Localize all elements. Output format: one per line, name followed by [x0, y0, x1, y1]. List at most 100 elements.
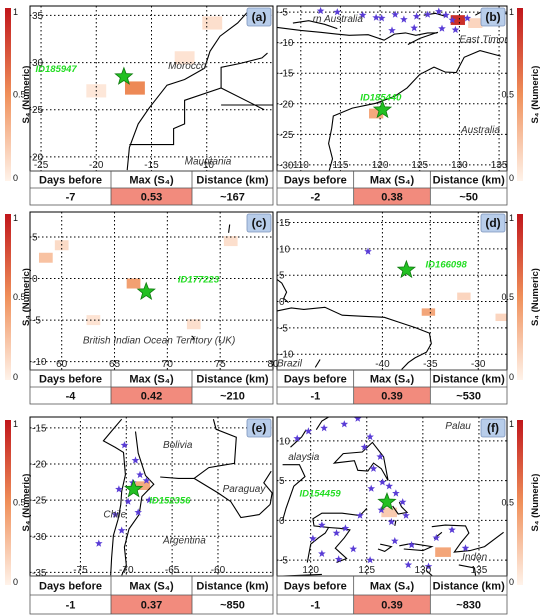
y-tick-label: -30	[279, 160, 294, 171]
small-star-marker	[402, 511, 410, 519]
panel-label: (c)	[252, 216, 267, 230]
max-s4-cell-bg	[111, 387, 192, 404]
colorbar-tick: 0	[13, 372, 18, 382]
x-tick-label: -60	[211, 565, 226, 576]
table-header: Days before	[284, 581, 347, 593]
colorbar-gradient	[5, 214, 11, 380]
colorbar-label: S₄ (Numeric)	[21, 268, 32, 326]
coastline	[292, 20, 338, 30]
small-star-marker	[391, 10, 399, 18]
small-star-marker	[293, 434, 301, 442]
panel-c: British Indian Ocean Territory (UK) ID177…	[5, 211, 279, 405]
y-tick-label: 10	[279, 436, 291, 447]
table-header: Days before	[284, 374, 347, 386]
table-header: Distance (km)	[433, 581, 505, 593]
table-cell-distance: ~850	[220, 600, 245, 612]
small-star-marker	[366, 432, 374, 441]
place-label: Morocco	[168, 61, 207, 72]
small-star-marker	[358, 11, 367, 19]
small-star-marker	[366, 556, 374, 564]
place-label: Mauritania	[185, 156, 232, 167]
x-tick-label: -25	[34, 160, 49, 171]
small-star-marker	[377, 14, 386, 22]
x-tick-label: 75	[215, 359, 227, 370]
small-star-marker	[448, 525, 456, 534]
small-star-marker	[423, 10, 432, 18]
colorbar-tick: 0	[13, 173, 18, 183]
earthquake-star	[396, 259, 416, 279]
colorbar: 1 0.5 0 S₄ (Numeric)	[5, 419, 32, 587]
small-star-marker	[124, 497, 132, 505]
y-tick-label: -5	[279, 556, 288, 567]
place-label: Indon	[462, 552, 487, 563]
y-tick-label: -20	[279, 99, 294, 110]
colorbar-label: S₄ (Numeric)	[530, 474, 541, 532]
coastline	[394, 520, 397, 527]
panel-label: (b)	[485, 10, 500, 24]
x-tick-label: 135	[491, 160, 508, 171]
colorbar-tick: 0	[509, 372, 514, 382]
colorbar-tick: 1	[509, 7, 514, 17]
x-tick-label: 110	[293, 160, 309, 171]
small-star-marker	[385, 482, 393, 490]
table-header: Max (S₄)	[129, 581, 174, 593]
table-cell-max-s4: 0.37	[141, 600, 162, 612]
s4-cell	[86, 315, 101, 326]
y-tick-label: 0	[32, 274, 38, 285]
small-star-marker	[341, 524, 350, 532]
s4-cell	[450, 15, 465, 25]
colorbar-gradient	[5, 420, 11, 585]
x-tick-label: 130	[415, 565, 432, 576]
colorbar-label: S₄ (Numeric)	[530, 66, 541, 124]
x-tick-label: 125	[358, 565, 375, 576]
y-tick-label: -15	[279, 69, 294, 80]
colorbar: 1 0.5 0 S₄ (Numeric)	[501, 419, 541, 587]
stats-table: Days before Max (S₄) Distance (km) -4 0.42 ~2…	[29, 369, 274, 405]
table-cell-days-before: -1	[66, 600, 76, 612]
y-tick-label: 5	[279, 271, 285, 282]
panel-b: rn Australia East Timor Australia ID185440 1…	[276, 5, 541, 206]
y-tick-label: -30	[32, 532, 47, 543]
earthquake-star	[124, 479, 144, 498]
table-cell-max-s4: 0.53	[141, 192, 162, 204]
s4-cell	[495, 313, 507, 322]
y-tick-label: -10	[279, 38, 294, 49]
place-label: Brazil	[277, 358, 303, 369]
table-cell-distance: ~530	[456, 391, 481, 403]
colorbar-label: S₄ (Numeric)	[530, 268, 541, 326]
table-cell-distance: ~167	[220, 192, 245, 204]
y-tick-label: -5	[279, 8, 288, 19]
coastline	[407, 31, 439, 45]
y-tick-label: 25	[32, 105, 44, 116]
table-header: Distance (km)	[433, 374, 505, 386]
y-tick-label: -15	[32, 423, 47, 434]
y-tick-label: 15	[279, 218, 291, 229]
y-tick-label: 5	[279, 476, 285, 487]
x-tick-label: -30	[471, 359, 486, 370]
s4-cell	[369, 108, 384, 119]
small-star-marker	[387, 517, 396, 526]
x-tick-label: 120	[302, 565, 319, 576]
small-star-marker	[438, 24, 446, 32]
max-s4-cell-bg	[111, 595, 192, 614]
map-background	[277, 6, 507, 171]
coastline	[306, 508, 368, 563]
small-star-marker	[131, 456, 140, 464]
y-tick-label: 20	[32, 152, 44, 163]
x-tick-label: -15	[144, 160, 159, 171]
table-header: Distance (km)	[433, 175, 505, 187]
colorbar-gradient	[517, 420, 523, 585]
small-star-marker	[356, 511, 364, 519]
panel-label-box	[480, 418, 506, 438]
max-s4-cell-bg	[353, 595, 431, 614]
coastline	[193, 477, 271, 519]
x-tick-label: 120	[372, 160, 389, 171]
small-star-marker	[367, 484, 375, 492]
table-header: Max (S₄)	[370, 581, 415, 593]
stats-table: Days before Max (S₄) Distance (km) -7 0.53 ~1…	[29, 170, 274, 206]
coastline	[290, 429, 307, 448]
colorbar-gradient	[517, 214, 523, 380]
stats-table: Days before Max (S₄) Distance (km) -1 0.37 ~8…	[29, 575, 274, 615]
x-tick-label: 60	[56, 359, 68, 370]
max-s4-cell-bg	[353, 387, 431, 404]
